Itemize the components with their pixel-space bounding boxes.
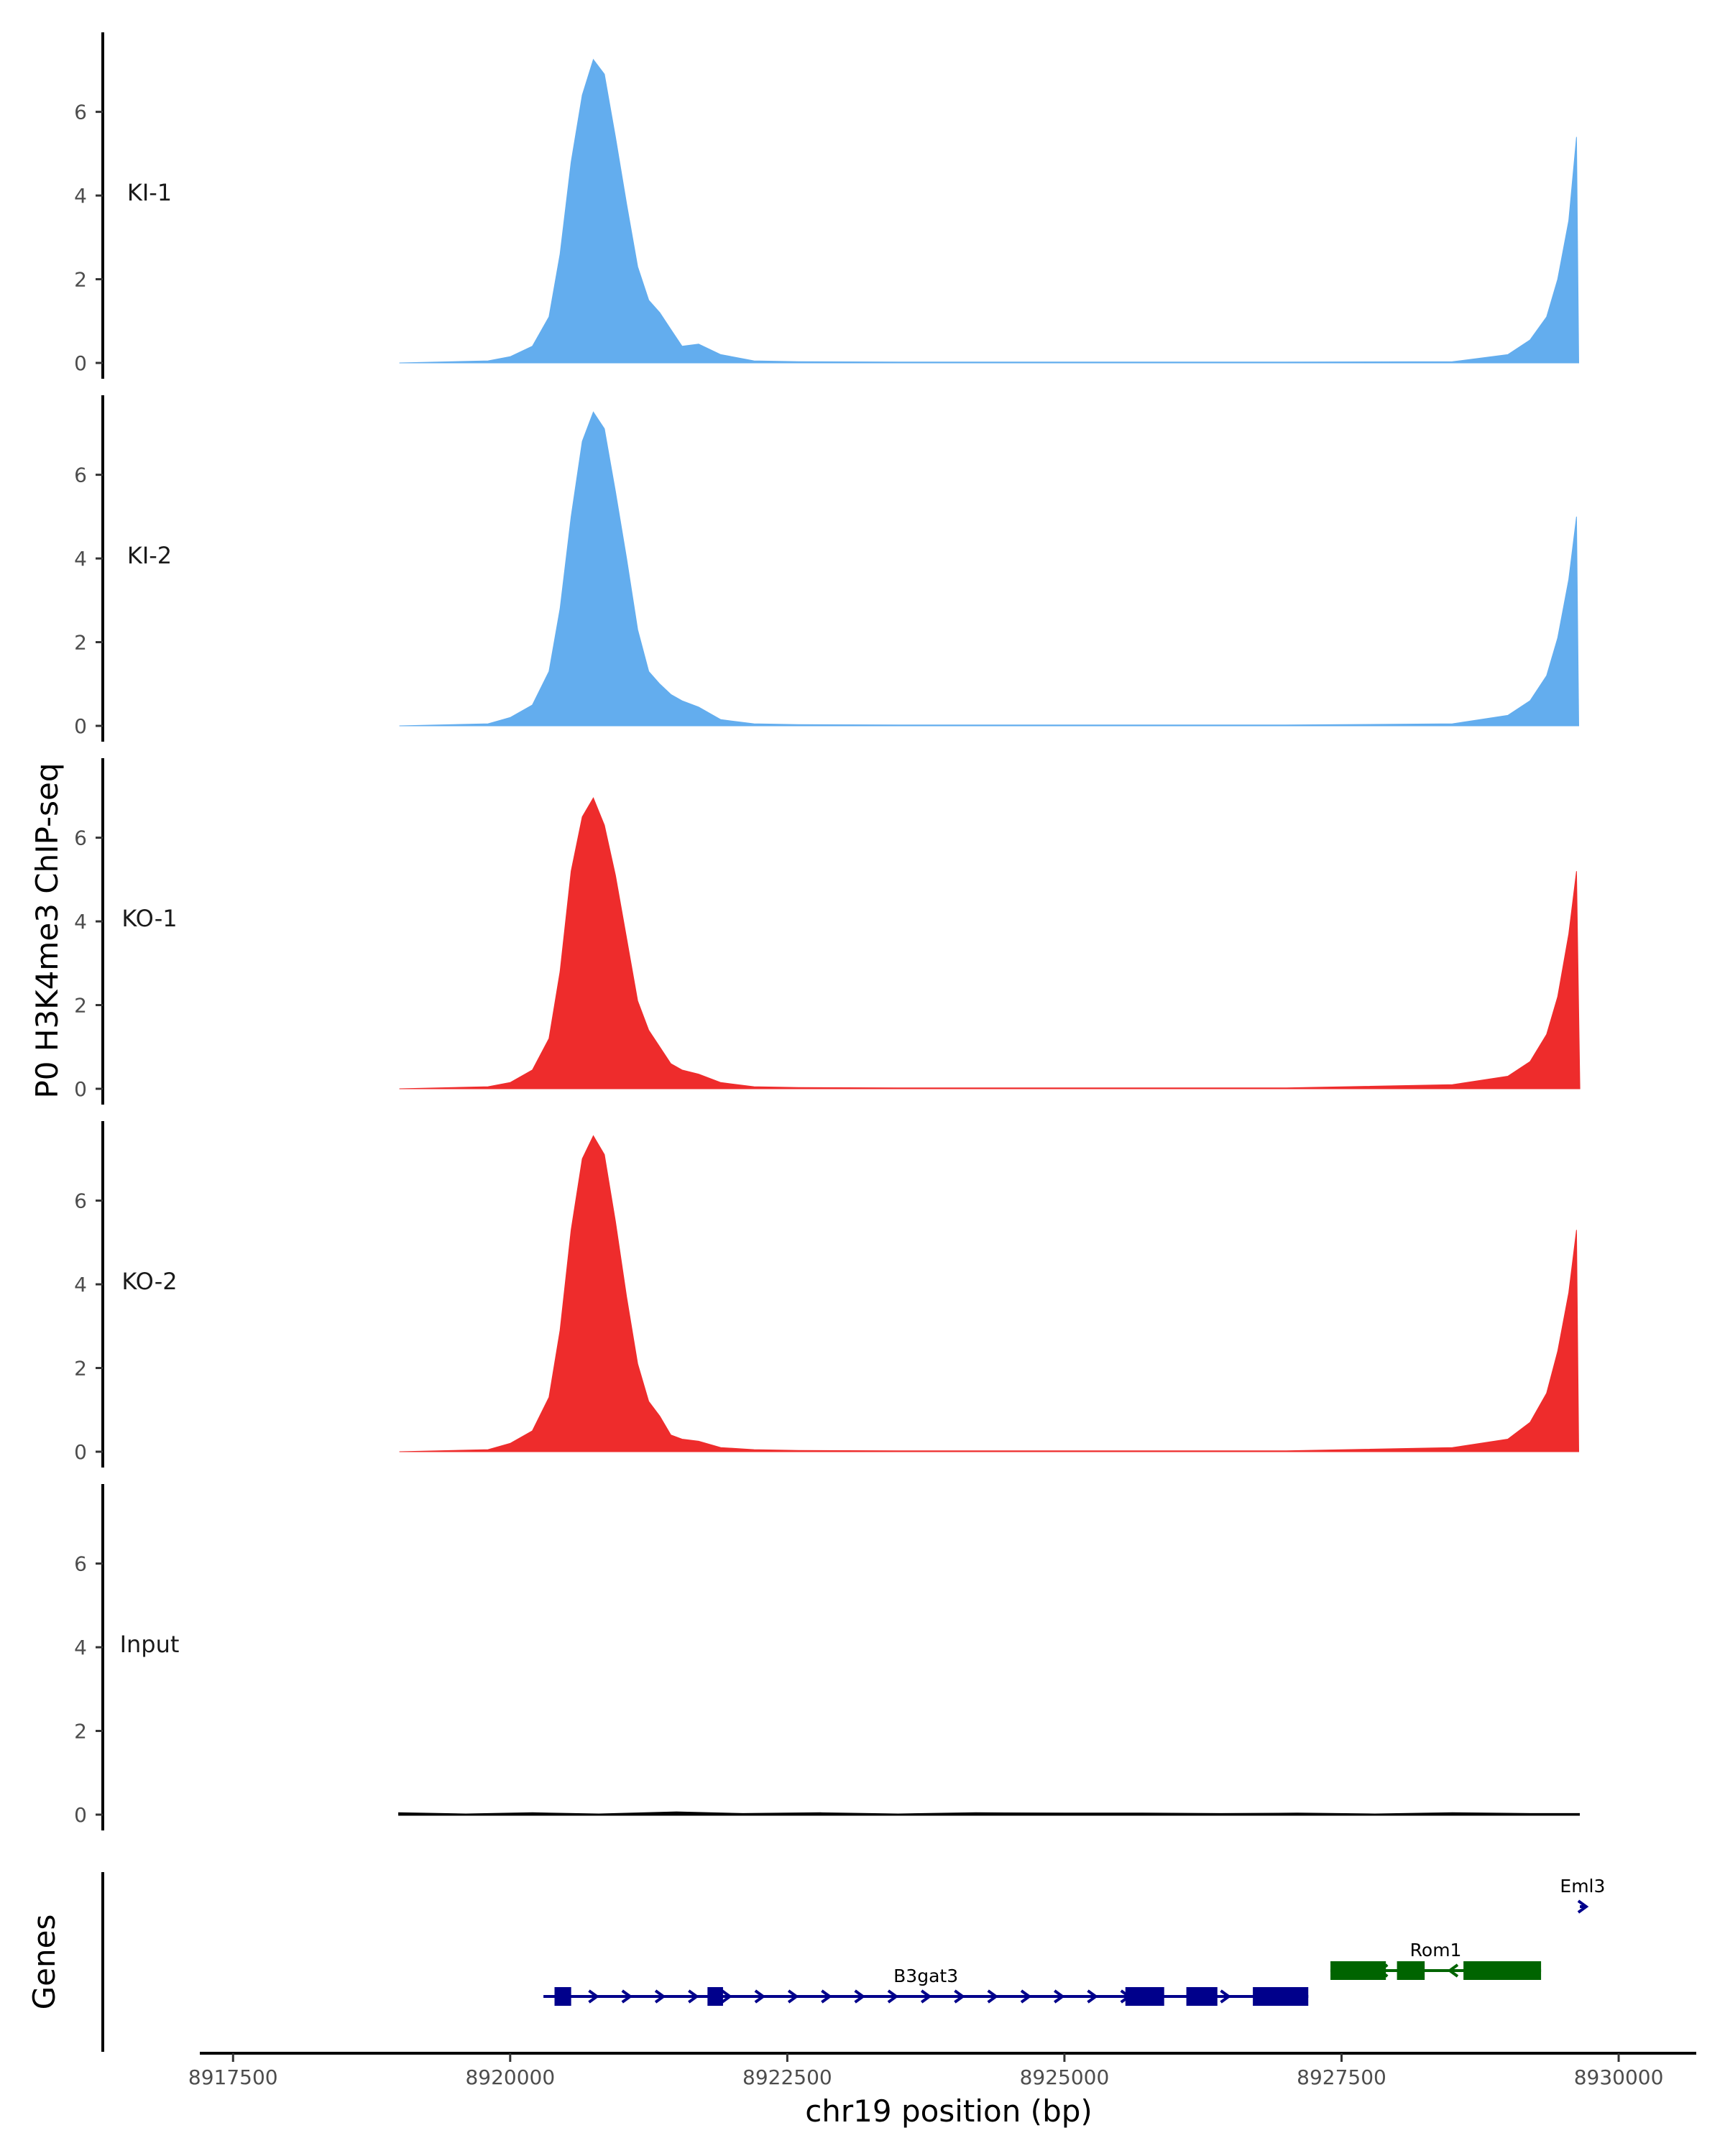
x-tick-label: 8927500	[1297, 2065, 1386, 2089]
y-tick-label: 0	[74, 1077, 87, 1101]
signal-area	[399, 411, 1580, 727]
strand-arrow	[821, 1989, 832, 2004]
strand-arrow	[654, 1989, 666, 2004]
strand-arrow	[854, 1989, 866, 2004]
gene-exon	[1397, 1961, 1425, 1980]
y-axis-title: P0 H3K4me3 ChIP-seq	[29, 763, 65, 1098]
y-tick-label: 6	[74, 464, 87, 487]
strand-arrow	[621, 1989, 633, 2004]
x-axis: 8917500 8920000 8922500 8925000 8927500 89300…	[188, 2052, 1696, 2089]
gene-eml3: Eml3	[1560, 1876, 1605, 1914]
strand-arrow	[1054, 1989, 1065, 2004]
signal-area	[398, 1811, 1580, 1816]
y-tick-label: 4	[74, 547, 87, 571]
y-tick-label: 4	[74, 1636, 87, 1659]
y-tick-label: 6	[74, 826, 87, 850]
x-axis-title: chr19 position (bp)	[805, 2093, 1092, 2129]
genes-track-label: Genes	[27, 1915, 62, 2010]
strand-arrow	[1087, 1989, 1098, 2004]
y-tick-label: 2	[74, 1720, 87, 1743]
strand-arrow	[688, 1989, 699, 2004]
strand-arrow	[887, 1989, 899, 2004]
gene-exon	[1186, 1987, 1218, 2006]
x-tick-label: 8922500	[742, 2065, 832, 2089]
track-ki-1: 0 2 4 6 KI-1	[74, 32, 1580, 379]
gene-b3gat3: B3gat3	[543, 1966, 1309, 2006]
strand-arrow	[1577, 1899, 1589, 1914]
y-tick-label: 2	[74, 268, 87, 292]
track-label: Input	[120, 1631, 180, 1658]
track-label: KI-2	[127, 542, 172, 569]
strand-arrow	[954, 1989, 965, 2004]
track-ki-2: 0 2 4 6 KI-2	[74, 395, 1580, 742]
gene-label: Rom1	[1410, 1940, 1462, 1961]
y-tick-label: 6	[74, 101, 87, 124]
y-tick-label: 6	[74, 1189, 87, 1213]
gene-exon	[707, 1987, 723, 2006]
y-tick-label: 0	[74, 714, 87, 738]
x-tick-label: 8917500	[188, 2065, 278, 2089]
track-ko-1: 0 2 4 6 KO-1	[74, 758, 1581, 1105]
strand-arrow	[1220, 1989, 1231, 2004]
x-tick-label: 8925000	[1020, 2065, 1110, 2089]
strand-arrow	[754, 1989, 766, 2004]
strand-arrow	[787, 1989, 799, 2004]
signal-area	[399, 797, 1581, 1089]
y-tick-label: 4	[74, 184, 87, 208]
y-tick-label: 0	[74, 1803, 87, 1827]
y-tick-label: 4	[74, 910, 87, 934]
gene-exon	[1125, 1987, 1164, 2006]
y-tick-label: 4	[74, 1273, 87, 1296]
y-tick-label: 2	[74, 994, 87, 1018]
strand-arrow	[1020, 1989, 1032, 2004]
track-label: KI-1	[127, 179, 172, 206]
strand-arrow	[920, 1989, 932, 2004]
strand-arrow	[1447, 1963, 1459, 1978]
gene-exon	[1253, 1987, 1309, 2006]
track-label: KO-2	[121, 1268, 177, 1295]
track-input: 0 2 4 6 Input	[74, 1484, 1580, 1830]
signal-area	[399, 1135, 1580, 1452]
genes-track: Genes B3gat3 Rom1 Eml3	[27, 1872, 1605, 2052]
gene-rom1: Rom1	[1330, 1940, 1542, 1980]
gene-exon	[554, 1987, 571, 2006]
gene-label: Eml3	[1560, 1876, 1605, 1897]
track-ko-2: 0 2 4 6 KO-2	[74, 1121, 1580, 1468]
y-tick-label: 0	[74, 351, 87, 375]
y-tick-label: 2	[74, 1357, 87, 1381]
gene-exon	[1330, 1961, 1386, 1980]
y-tick-label: 0	[74, 1440, 87, 1464]
strand-arrow	[987, 1989, 999, 2004]
track-label: KO-1	[121, 905, 177, 932]
signal-tracks: 0 2 4 6 KI-1 0 2 4 6 KI-2 0 2 4 6 KO-1 0 2 4 6 KO-2 0 2 4 6 Inpu…	[74, 32, 1581, 1830]
y-tick-label: 2	[74, 631, 87, 655]
x-tick-label: 8930000	[1574, 2065, 1664, 2089]
signal-area	[399, 58, 1580, 364]
x-tick-label: 8920000	[465, 2065, 555, 2089]
gene-label: B3gat3	[893, 1966, 958, 1986]
y-tick-label: 6	[74, 1552, 87, 1576]
strand-arrow	[588, 1989, 599, 2004]
strand-arrow	[721, 1989, 732, 2004]
gene-exon	[1463, 1961, 1542, 1980]
